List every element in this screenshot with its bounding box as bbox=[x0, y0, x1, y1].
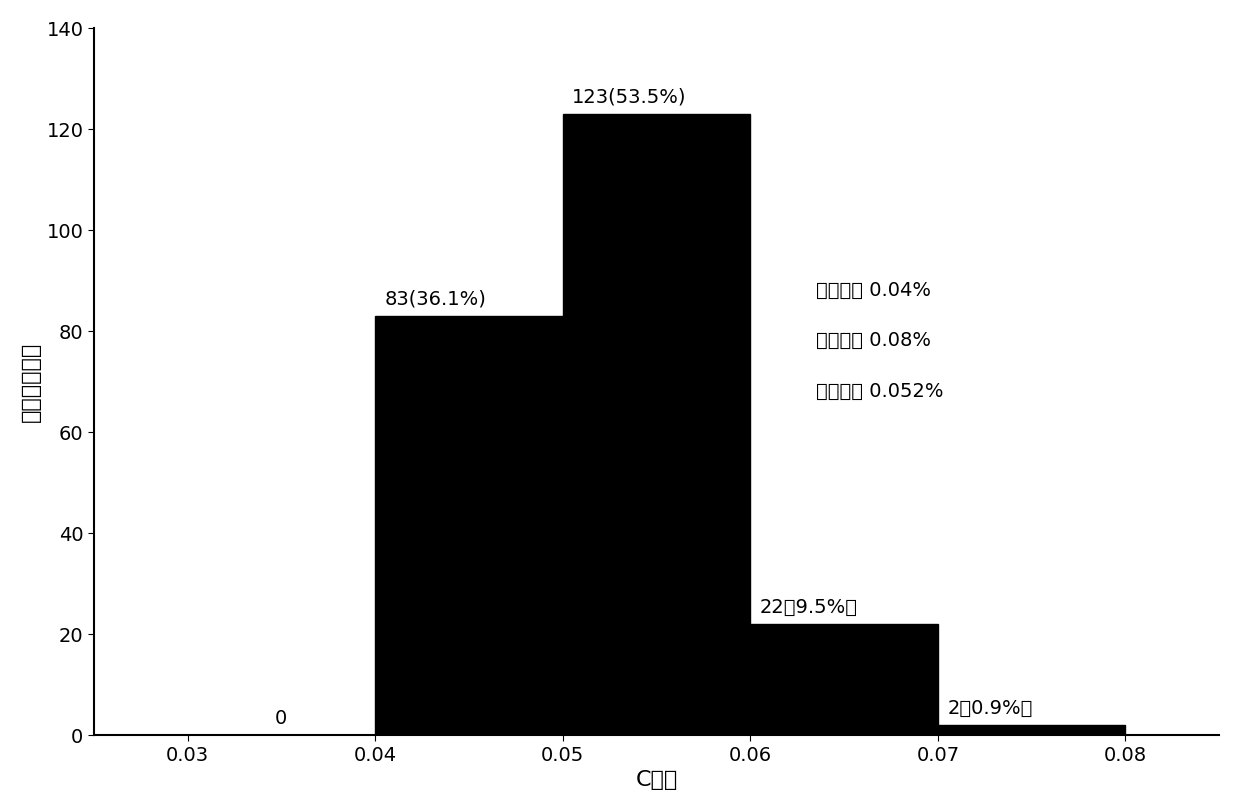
Text: 2（0.9%）: 2（0.9%） bbox=[947, 698, 1033, 718]
Text: 最小值： 0.04%: 最小值： 0.04% bbox=[816, 281, 931, 300]
Bar bbox=[937, 725, 1126, 736]
Text: 123(53.5%): 123(53.5%) bbox=[572, 88, 687, 106]
X-axis label: C含量: C含量 bbox=[635, 770, 677, 790]
Text: 0: 0 bbox=[275, 709, 288, 727]
Bar bbox=[750, 624, 937, 736]
Text: 平均值： 0.052%: 平均值： 0.052% bbox=[816, 382, 944, 401]
Bar bbox=[376, 316, 563, 736]
Y-axis label: 炉数（占比）: 炉数（占比） bbox=[21, 341, 41, 422]
Bar bbox=[563, 114, 750, 736]
Text: 83(36.1%): 83(36.1%) bbox=[384, 290, 486, 308]
Text: 最大值： 0.08%: 最大值： 0.08% bbox=[816, 331, 931, 350]
Text: 22（9.5%）: 22（9.5%） bbox=[760, 598, 858, 616]
